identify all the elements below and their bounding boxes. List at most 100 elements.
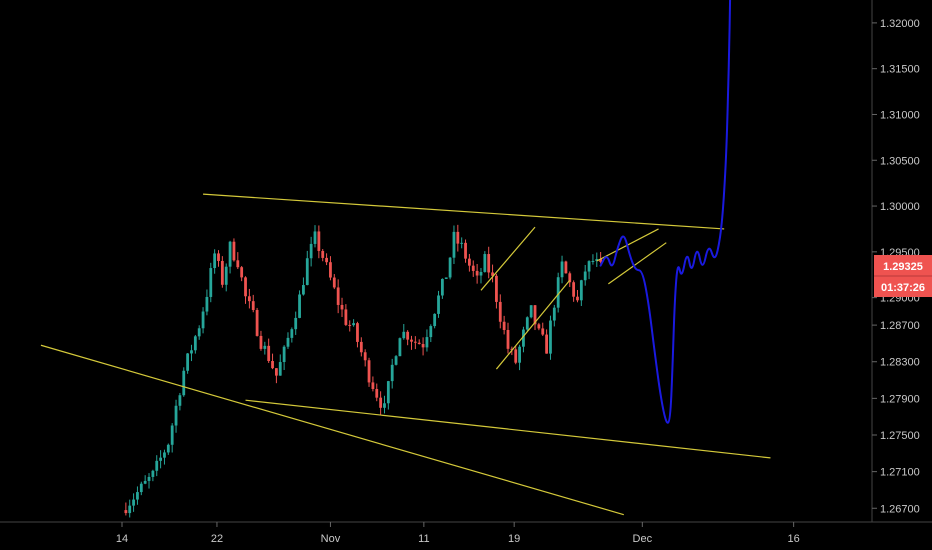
candle-body <box>448 257 452 278</box>
candle-body <box>572 282 576 297</box>
candle-body <box>255 309 259 336</box>
candle <box>220 256 224 288</box>
projection-layer[interactable] <box>599 0 732 424</box>
candle-body <box>139 483 143 493</box>
candle-body <box>209 268 213 297</box>
candle <box>390 358 394 389</box>
price-tick-label: 1.27500 <box>880 430 920 442</box>
candle <box>552 304 556 327</box>
candle <box>151 469 155 482</box>
candle-body <box>159 457 162 461</box>
price-tick-label: 1.26700 <box>880 503 920 515</box>
candle <box>263 341 267 355</box>
candle-body <box>155 460 159 471</box>
candle-body <box>128 505 132 514</box>
candle <box>425 329 429 352</box>
projection-drawn-path[interactable] <box>599 0 732 424</box>
candle-body <box>201 311 205 329</box>
trendline-rising-channel-top[interactable] <box>480 226 536 291</box>
current-price-label: 1.29325 <box>883 261 923 273</box>
candle <box>182 367 186 397</box>
price-tick-label: 1.27100 <box>880 467 920 479</box>
candle-body <box>506 329 510 349</box>
candle-body <box>421 344 425 348</box>
candle <box>498 294 502 329</box>
candle-body <box>205 296 209 312</box>
candle <box>541 322 545 337</box>
candle <box>271 353 274 370</box>
candle-body <box>545 334 548 354</box>
candle-body <box>475 270 479 276</box>
candle <box>143 475 147 485</box>
candle <box>305 250 309 286</box>
candle <box>363 349 367 367</box>
candle <box>591 254 595 265</box>
candle <box>128 499 132 518</box>
candle-body <box>576 296 579 301</box>
candle-body <box>193 336 197 351</box>
trendline-upper-channel[interactable] <box>203 193 725 230</box>
candle <box>560 255 564 284</box>
candle <box>193 334 197 354</box>
price-tick-label: 1.27900 <box>880 393 920 405</box>
candle-body <box>599 259 603 262</box>
price-tick-label: 1.32000 <box>880 18 920 30</box>
candle <box>348 320 352 332</box>
candle-body <box>359 341 363 353</box>
candle <box>379 391 383 415</box>
price-tick-label: 1.28300 <box>880 357 920 369</box>
time-axis[interactable]: 14 22 Nov 11 19 Dec 16 <box>0 521 932 550</box>
candle <box>440 278 444 299</box>
candle-body <box>217 253 220 261</box>
current-price-tag: 1.29325 01:37:26 <box>874 255 932 297</box>
candle-body <box>444 277 448 279</box>
candle <box>576 290 579 303</box>
candle <box>464 239 467 263</box>
candle <box>278 354 282 376</box>
candle-body <box>309 243 313 259</box>
candle-body <box>321 250 325 258</box>
trendline-flag-bottom[interactable] <box>608 242 667 285</box>
trendline-lower-channel[interactable] <box>245 399 771 459</box>
candle <box>433 313 437 329</box>
candle-body <box>529 305 533 318</box>
time-axis-ticks: 14 22 Nov 11 19 Dec 16 <box>116 522 800 545</box>
candle <box>514 346 518 365</box>
candle <box>209 262 213 303</box>
countdown-label: 01:37:26 <box>881 282 925 294</box>
candle <box>487 246 491 279</box>
candle <box>267 338 271 363</box>
candle <box>282 345 286 371</box>
candle-body <box>344 309 348 325</box>
candle <box>290 327 294 343</box>
price-tick-label: 1.30500 <box>880 155 920 167</box>
candle-body <box>244 277 247 297</box>
candle <box>170 423 174 453</box>
candle <box>259 330 263 351</box>
trendline-long-descending-support[interactable] <box>40 344 624 516</box>
candle <box>421 337 425 356</box>
candle <box>375 383 379 402</box>
candle-body <box>178 395 182 406</box>
candle <box>502 315 506 335</box>
candle <box>394 355 398 366</box>
candle <box>166 443 170 455</box>
candle-body <box>340 304 344 310</box>
candle-body <box>325 257 328 263</box>
candle-body <box>413 341 417 343</box>
trendline-rising-channel-bottom[interactable] <box>495 279 571 370</box>
candle-body <box>352 323 355 326</box>
candle-body <box>406 331 410 340</box>
candle <box>201 307 205 334</box>
candle-body <box>259 335 263 349</box>
candle-body <box>583 271 587 281</box>
price-tick-label: 1.30000 <box>880 201 920 213</box>
candle-body <box>479 271 483 276</box>
candle-body <box>564 261 568 274</box>
candle-body <box>525 317 529 330</box>
candle <box>147 473 151 489</box>
time-tick-label: 14 <box>116 533 128 545</box>
candle-body <box>228 241 232 267</box>
candle <box>471 260 475 277</box>
